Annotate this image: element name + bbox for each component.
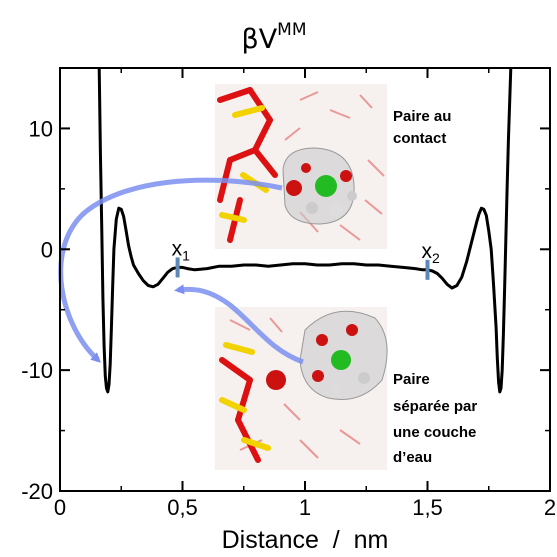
snapshot-contact-image [215,84,387,249]
chart-title: βVMM [241,20,306,55]
annotation-separated-line2: séparée par [393,398,477,415]
annotation-separated-line4: d’eau [393,449,432,466]
annotation-separated-line1: Paire [393,371,430,388]
arrow-contact [58,177,283,363]
annotation-contact-line2: contact [393,130,446,147]
annotation-separated-line3: une couche [393,424,476,441]
x-axis-title: Distance / nm [222,526,389,554]
x-tick-label: 0 [54,495,66,520]
y-tick-label: -20 [21,479,53,504]
x-tick-label: 2 [544,495,556,520]
arrow-separated [174,284,304,365]
x-tick-label: 1 [299,495,311,520]
y-tick-label: -10 [21,358,53,383]
chart-title-superscript: MM [277,20,306,40]
y-tick-label: 10 [29,116,53,141]
snapshot-separated-image [215,307,388,470]
series-line-0 [97,68,513,394]
x-tick-label: 0,5 [167,495,198,520]
marker-label-1: x1 [172,237,191,263]
y-tick-label: 0 [41,237,53,262]
marker-label-2: x2 [422,240,441,266]
annotation-contact-line1: Paire au [393,108,451,125]
x-tick-label: 1,5 [412,495,443,520]
